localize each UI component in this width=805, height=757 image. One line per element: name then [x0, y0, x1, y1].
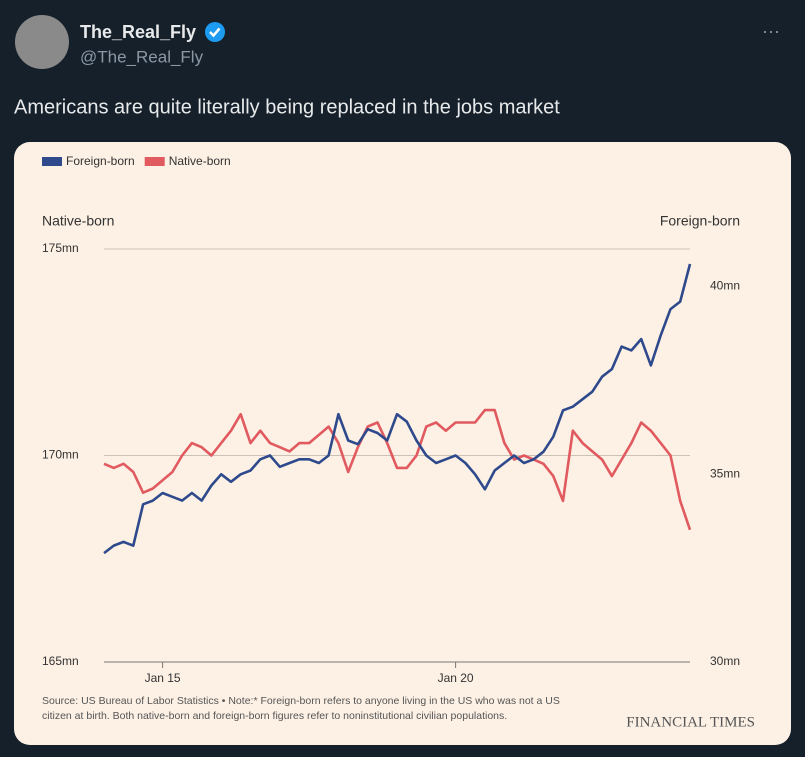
- menu[interactable]: ···: [762, 21, 780, 41]
- series-line: [103, 408, 692, 531]
- chart-card[interactable]: [14, 142, 791, 745]
- y-axis-title: Native-born: [42, 213, 114, 229]
- legend-label: Foreign-born: [66, 154, 135, 168]
- source-note: Source: US Bureau of Labor Statistics • …: [42, 695, 560, 722]
- legend-swatch: [42, 157, 62, 166]
- avatar[interactable]: [15, 15, 69, 69]
- y-tick-label: 175mn: [42, 241, 79, 255]
- y2-axis-title: Foreign-born: [660, 213, 740, 229]
- badge-check: [209, 27, 221, 38]
- y-tick-label: 170mn: [42, 448, 79, 462]
- y2-tick-label: 40mn: [710, 279, 740, 293]
- y-tick-label: 165mn: [42, 654, 79, 668]
- x-tick-label: Jan 20: [438, 671, 474, 685]
- author-name[interactable]: The_Real_Fly: [80, 22, 196, 42]
- legend-swatch: [144, 157, 165, 166]
- y2-tick-label: 35mn: [710, 466, 740, 480]
- legend-label: Native-born: [169, 154, 231, 168]
- author-handle[interactable]: @The_Real_Fly: [80, 47, 204, 66]
- brand: FINANCIAL TIMES: [626, 714, 755, 730]
- x-tick-label: Jan 15: [145, 671, 181, 685]
- series-line: [103, 263, 692, 555]
- post-text: Americans are quite literally being repl…: [14, 96, 560, 118]
- y2-tick-label: 30mn: [710, 654, 740, 668]
